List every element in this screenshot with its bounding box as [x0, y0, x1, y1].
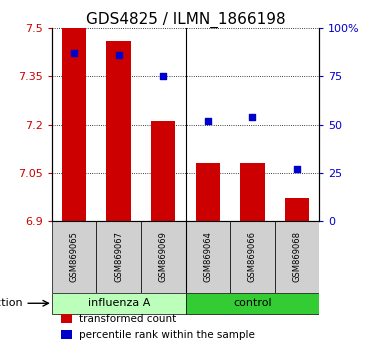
Text: GSM869069: GSM869069 [159, 231, 168, 282]
Bar [61, 314, 72, 323]
Text: GSM869066: GSM869066 [248, 231, 257, 282]
Point [71, 51, 77, 56]
Bar [285, 198, 309, 221]
Point [160, 74, 166, 79]
Text: transformed count: transformed count [79, 314, 176, 324]
Bar [240, 163, 265, 221]
Text: GSM869067: GSM869067 [114, 231, 123, 282]
Bar [196, 163, 220, 221]
Bar [61, 330, 72, 339]
Text: influenza A: influenza A [88, 298, 150, 308]
Point [249, 114, 255, 120]
Text: GSM869065: GSM869065 [70, 231, 79, 282]
Bar [141, 221, 186, 293]
Bar [230, 221, 275, 293]
Point [205, 118, 211, 124]
Text: infection: infection [0, 298, 23, 308]
Bar [186, 221, 230, 293]
Text: percentile rank within the sample: percentile rank within the sample [79, 330, 255, 339]
Bar [52, 221, 96, 293]
Bar [275, 221, 319, 293]
Bar [151, 121, 175, 221]
Bar [186, 293, 319, 314]
Text: control: control [233, 298, 272, 308]
Bar [106, 41, 131, 221]
Bar [62, 28, 86, 221]
Title: GDS4825 / ILMN_1866198: GDS4825 / ILMN_1866198 [86, 12, 285, 28]
Text: GSM869064: GSM869064 [203, 231, 212, 282]
Point [116, 52, 122, 58]
Text: GSM869068: GSM869068 [292, 231, 301, 282]
Point [294, 166, 300, 172]
Bar [96, 221, 141, 293]
Bar [52, 293, 186, 314]
